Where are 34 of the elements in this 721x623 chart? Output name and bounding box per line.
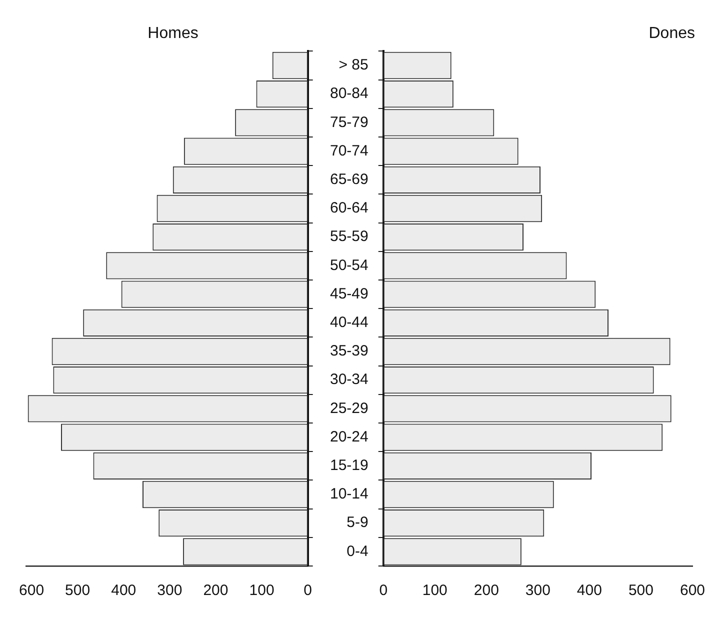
y-tick-label: 50-54	[330, 256, 368, 274]
x-tick-label: 500	[65, 582, 90, 600]
y-tick-label: 75-79	[330, 114, 368, 131]
x-tick-label: 100	[422, 582, 448, 600]
y-tick-label: 45-49	[330, 285, 368, 302]
x-tick-label: 100	[249, 582, 274, 600]
x-tick-label: 600	[19, 582, 44, 600]
x-tick-label: 0	[304, 582, 312, 600]
y-tick-label: 80-84	[330, 85, 368, 102]
x-tick-label: 500	[628, 582, 654, 600]
x-tick-label: 400	[576, 582, 602, 600]
y-tick-label: 15-19	[330, 457, 368, 474]
x-tick-label: 200	[474, 582, 499, 600]
y-tick-label: 0-4	[346, 542, 368, 560]
y-tick-label: 55-59	[330, 228, 368, 246]
y-tick-label: 25-29	[330, 400, 368, 417]
y-tick-label: 70-74	[330, 142, 368, 160]
y-tick-label: 60-64	[330, 200, 368, 217]
y-tick-label: 65-69	[330, 171, 368, 188]
x-tick-label: 200	[203, 582, 228, 600]
y-tick-label: 10-14	[330, 486, 368, 503]
x-tick-label: 300	[157, 582, 182, 600]
x-tick-label: 0	[379, 582, 388, 600]
y-tick-label: 35-39	[330, 342, 368, 360]
chart-title: Homes	[148, 25, 198, 42]
y-tick-label: 5-9	[346, 514, 368, 532]
y-tick-label: > 85	[338, 56, 368, 74]
x-tick-label: 400	[111, 582, 136, 600]
x-tick-label: 300	[525, 582, 550, 600]
x-tick-label: 600	[680, 582, 705, 600]
y-tick-label: 30-34	[330, 371, 368, 388]
y-tick-label: 40-44	[330, 314, 368, 332]
chart-title: Dones	[648, 25, 695, 42]
y-tick-label: 20-24	[330, 428, 368, 446]
